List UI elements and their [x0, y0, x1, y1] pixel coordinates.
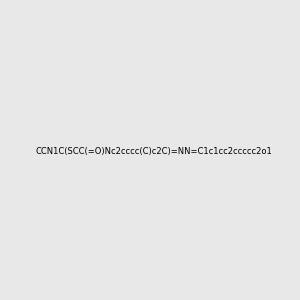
- Text: CCN1C(SCC(=O)Nc2cccc(C)c2C)=NN=C1c1cc2ccccc2o1: CCN1C(SCC(=O)Nc2cccc(C)c2C)=NN=C1c1cc2cc…: [35, 147, 272, 156]
